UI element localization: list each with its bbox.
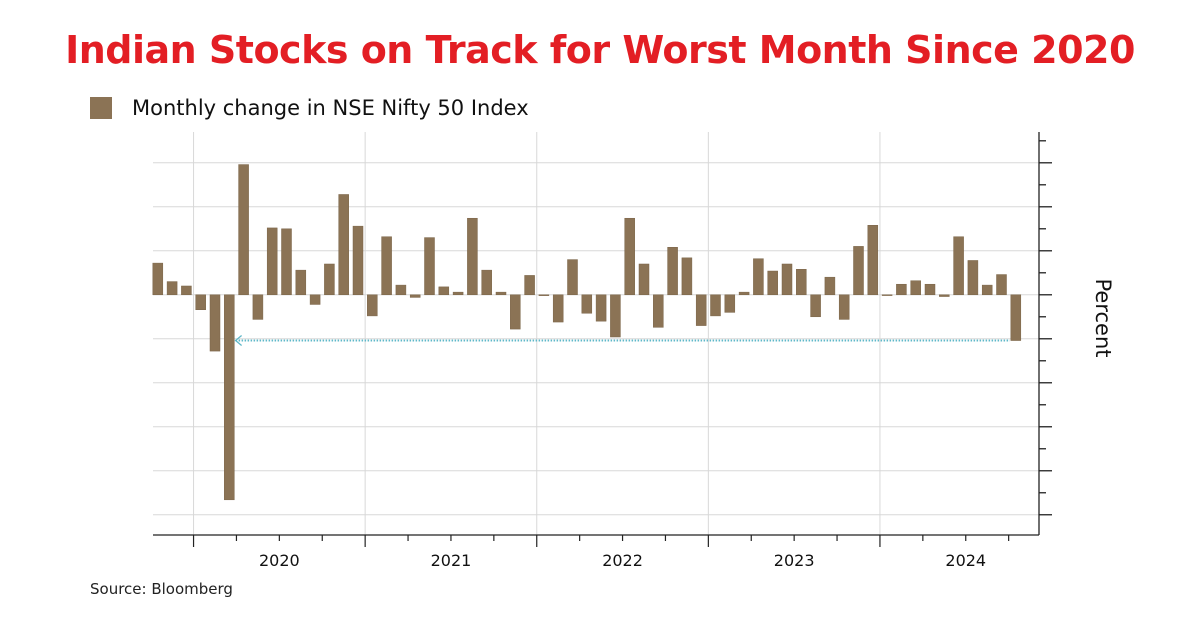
bar-2020-07 [281,228,292,296]
bar-2021-06 [438,286,450,296]
bar-2019-12 [181,285,192,296]
bar-2020-08 [295,269,307,296]
bar-2022-11 [681,257,693,296]
x-tick-label: 2023 [774,551,815,570]
x-tick-label: 2020 [259,551,300,570]
bar-2019-10 [152,262,164,296]
x-tick-label: 2021 [431,551,472,570]
bar-2023-12 [867,225,879,296]
bar-2023-09 [824,276,836,296]
bar-2019-11 [166,281,178,296]
bar-2021-07 [452,291,464,296]
bar-2023-11 [853,246,864,296]
bar-2022-03 [567,259,578,296]
legend-label: Monthly change in NSE Nifty 50 Index [132,96,529,120]
bar-2020-02 [209,294,221,352]
bar-2020-12 [352,225,364,296]
bar-2024-09 [996,274,1007,296]
bar-2023-08 [810,294,821,318]
bar-2020-10 [324,263,335,296]
bar-2024-10 [1010,294,1022,341]
bar-2022-10 [667,247,678,296]
bar-2020-03 [224,294,235,501]
bar-2024-01 [881,294,893,296]
bar-2021-11 [510,294,521,330]
bar-2023-06 [781,263,793,296]
bar-2020-11 [338,194,349,296]
bar-2021-05 [424,237,435,296]
bar-2021-04 [409,294,421,298]
bar-2021-12 [524,275,535,296]
arrow-head-icon [234,335,243,347]
bar-2024-04 [924,283,936,296]
bar-2022-12 [695,294,707,326]
bar-2021-01 [367,294,378,317]
bar-2023-04 [753,258,764,296]
bar-2023-01 [710,294,721,317]
bar-2020-09 [309,294,321,305]
bar-2023-10 [838,294,850,320]
bar-2022-09 [653,294,664,328]
bar-2024-05 [939,294,950,297]
bar-2021-03 [395,284,407,296]
bars [152,164,1022,501]
x-tick-label: 2024 [945,551,986,570]
bar-2024-06 [953,236,964,296]
bar-2022-06 [610,294,621,338]
legend-swatch [90,97,112,119]
bar-2023-05 [767,270,778,296]
y-axis-label: Percent [1091,278,1115,357]
bar-2022-02 [552,294,564,323]
bar-2023-03 [738,291,750,296]
chart-title: Indian Stocks on Track for Worst Month S… [65,28,1135,72]
bar-2024-02 [896,283,907,296]
bar-2022-08 [638,263,650,296]
source-note: Source: Bloomberg [90,580,233,598]
bar-2021-08 [467,217,478,296]
bar-2024-03 [910,280,921,296]
legend: Monthly change in NSE Nifty 50 Index [90,96,529,120]
bar-2022-05 [595,294,607,322]
bar-2024-08 [981,284,993,296]
bar-2020-04 [238,164,249,296]
bar-2023-02 [724,294,736,313]
axes: 2020 2021 2022 2023 2024 [153,132,1052,570]
annotation [234,335,1010,347]
bar-2023-07 [796,269,807,296]
bar-2021-09 [481,269,492,296]
bar-2021-02 [381,236,392,296]
x-tick-label: 2022 [602,551,643,570]
bar-2020-06 [266,227,278,296]
bar-2020-05 [252,294,264,320]
bar-2024-07 [967,260,979,296]
gridlines [153,132,1039,535]
bar-2022-04 [581,294,593,314]
bar-2022-07 [624,217,635,296]
bar-2020-01 [195,294,206,310]
bar-2022-01 [538,294,550,296]
bar-2021-10 [495,291,507,296]
